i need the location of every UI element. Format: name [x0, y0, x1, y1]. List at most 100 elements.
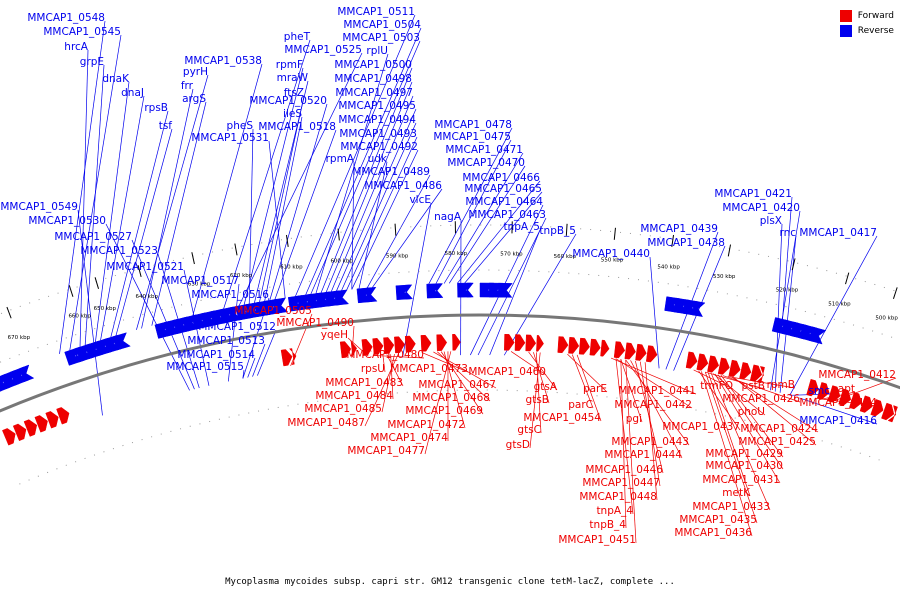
leader-line [615, 358, 634, 515]
leader-line [341, 122, 417, 291]
leader-line [141, 88, 194, 329]
leader-line [779, 235, 797, 393]
leader-line [252, 343, 266, 377]
gene-label: tnpA_4 [596, 505, 633, 517]
forward-gene-arrow [816, 382, 830, 400]
leader-line [336, 108, 417, 292]
gene-label: MMCAP1_0498 [334, 73, 412, 85]
leader-line [720, 374, 784, 458]
forward-gene-arrow [56, 407, 70, 425]
kbp-tick-label: 670 kbp [8, 335, 31, 341]
gene-label: tnpB_5 [539, 225, 576, 237]
leader-line [443, 152, 524, 284]
reverse-gene-arrow [808, 326, 827, 345]
leader-line [364, 353, 399, 427]
forward-gene-arrow [361, 338, 373, 356]
legend-label-reverse: Reverse [857, 25, 894, 36]
gene-label: apt [838, 383, 855, 395]
gene-label: MMCAP1_0515 [166, 361, 244, 373]
forward-gene-arrow [849, 391, 862, 410]
leader-line [448, 165, 526, 284]
kbp-tick [285, 234, 289, 247]
kbp-tick-label: 630 kbp [188, 281, 211, 287]
leader-line [223, 39, 311, 310]
leader-line [330, 95, 414, 292]
kbp-tick [234, 243, 238, 256]
leader-line [366, 174, 431, 289]
leader-line [131, 239, 195, 390]
leader-line [610, 357, 697, 395]
gene-label: dnaJ [121, 87, 144, 99]
kbp-tick-label: 590 kbp [386, 254, 409, 260]
gene-label: rpsB [144, 102, 168, 114]
gene-label: MMCAP1_0435 [679, 514, 757, 526]
leader-line [571, 354, 594, 409]
gene-label: MMCAP1_0414 [799, 397, 877, 409]
leader-line [732, 377, 819, 433]
gene-label: yqeH [321, 329, 348, 341]
kbp-tick-label: 580 kbp [445, 251, 468, 257]
gene-label: MMCAP1_0521 [106, 261, 184, 273]
kbp-tick [394, 223, 397, 236]
gene-label: MMCAP1_0489 [352, 166, 430, 178]
forward-gene-arrow [881, 402, 895, 421]
reverse-gene-arrow [404, 284, 414, 300]
kbp-tick [191, 252, 195, 265]
leader-line [259, 95, 305, 303]
leader-line [649, 256, 660, 369]
forward-gene-arrow [350, 340, 358, 358]
kbp-tick [671, 234, 675, 247]
forward-gene-arrow [23, 419, 38, 437]
gene-label: MMCAP1_0520 [249, 95, 327, 107]
leader-line [79, 49, 89, 348]
leader-line [110, 110, 169, 338]
kbp-tick [137, 265, 142, 277]
gene-label: phoU [738, 406, 765, 418]
kbp-tick [613, 227, 616, 240]
kbp-tick-label: 520 kbp [776, 287, 799, 293]
gene-label: MMCAP1_0454 [523, 412, 601, 424]
leader-line [372, 188, 443, 288]
guide-ring-1 [0, 269, 900, 363]
gene-label: MMCAP1_0443 [611, 436, 689, 448]
leader-line [717, 374, 784, 470]
leader-line [799, 397, 878, 425]
gene-label: MMCAP1_0518 [258, 121, 336, 133]
gene-label: MMCAP1_0463 [468, 209, 546, 221]
leader-line [105, 223, 190, 391]
gene-label: MMCAP1_0425 [738, 436, 816, 448]
gene-label: plsX [760, 215, 782, 227]
leader-line [151, 101, 207, 326]
leader-line [325, 81, 413, 293]
gene-label: rpmA [326, 153, 355, 165]
forward-gene-arrow [280, 349, 293, 367]
gene-label: rnc [779, 227, 796, 239]
guide-ring-0 [19, 389, 880, 485]
gene-label: dnaK [102, 73, 130, 85]
gene-label: MMCAP1_0478 [434, 119, 512, 131]
gene-label: tnpA_5 [503, 221, 540, 233]
gene-label: rpmF [276, 59, 303, 71]
leader-line [305, 27, 422, 296]
leader-line [351, 149, 419, 290]
leader-line [59, 20, 106, 354]
leader-line [346, 136, 418, 291]
gene-label: MMCAP1_0530 [28, 215, 106, 227]
gene-label: MMCAP1_0429 [705, 448, 783, 460]
kbp-tick [68, 285, 74, 297]
forward-gene-arrow [859, 395, 873, 413]
forward-gene-arrow [514, 334, 526, 351]
forward-swatch [839, 9, 852, 22]
forward-gene-arrow [696, 353, 709, 371]
forward-gene-arrow [728, 359, 741, 377]
gene-label: ileS [283, 108, 302, 120]
gene-label: MMCAP1_0469 [405, 405, 483, 417]
gene-label: MMCAP1_0477 [347, 445, 425, 457]
gene-label: MMCAP1_0516 [191, 289, 269, 301]
leader-line [528, 351, 558, 391]
forward-gene-arrow [624, 342, 636, 360]
reverse-gene-arrow [435, 283, 444, 299]
feature-arrows [0, 282, 898, 446]
gene-label: MMCAP1_0441 [618, 385, 696, 397]
leader-line [529, 352, 541, 449]
